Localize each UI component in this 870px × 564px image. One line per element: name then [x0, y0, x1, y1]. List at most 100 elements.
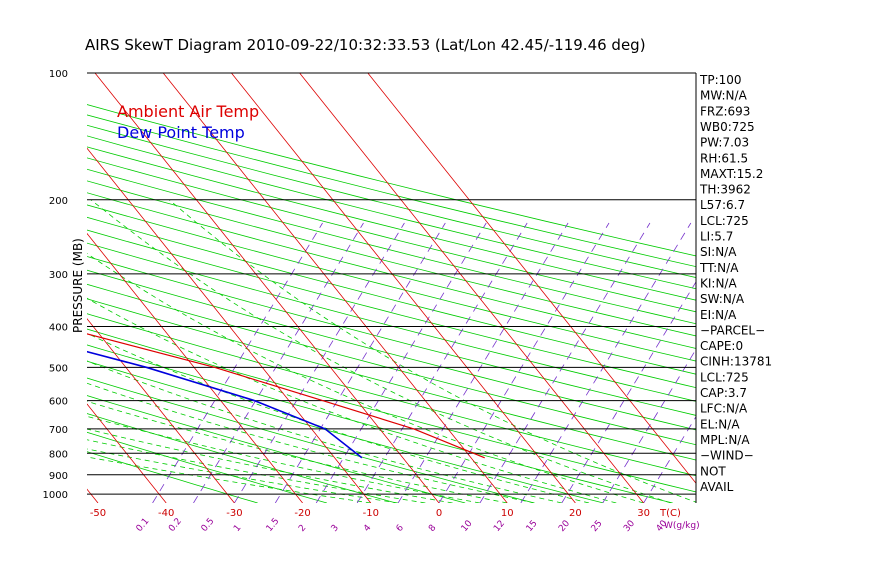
isotherm-line [367, 73, 696, 484]
mixing-ratio-line [520, 222, 692, 503]
pressure-tick-label: 800 [49, 449, 68, 460]
info-panel-item: MW:N/A [700, 89, 748, 103]
mixing-unit-label: W(g/kg) [664, 521, 700, 531]
mixing-ratio-tick-label: 3 [330, 523, 341, 534]
profile-temp-line [87, 333, 485, 459]
info-panel-item: PW:7.03 [700, 136, 749, 150]
info-panel-item: CINH:13781 [700, 355, 772, 369]
info-panel-item: WB0:725 [700, 120, 755, 134]
bottom-temp-tick-label: -40 [158, 508, 174, 519]
dry-adiabat-line [87, 431, 328, 503]
dry-adiabat-line [87, 256, 696, 416]
dry-adiabat-line [87, 204, 696, 362]
isotherm-line [87, 232, 303, 503]
info-panel-item: −PARCEL− [700, 323, 765, 337]
mixing-ratio-line [397, 222, 569, 503]
info-panel-item: L57:6.7 [700, 198, 745, 212]
chart-title: AIRS SkewT Diagram 2010-09-22/10:32:33.5… [85, 36, 646, 54]
info-panel-item: LCL:725 [700, 214, 749, 228]
pressure-tick-label: 300 [49, 270, 68, 281]
dry-adiabat-line [87, 298, 696, 461]
pressure-tick-label: 600 [49, 397, 68, 408]
mixing-ratio-tick-label: 10 [460, 519, 475, 534]
bottom-temp-tick-label: -20 [294, 508, 310, 519]
info-panel-item: LI:5.7 [700, 230, 733, 244]
info-panel-item: EI:N/A [700, 308, 737, 322]
info-panel-item: LCL:725 [700, 370, 749, 384]
dry-adiabat-line [87, 242, 696, 402]
bottom-temp-tick-label: 10 [501, 508, 514, 519]
dry-adiabat-line [87, 269, 696, 431]
mixing-ratio-tick-label: 2 [297, 523, 308, 534]
dry-adiabat-line [87, 104, 696, 257]
info-panel-item: RH:61.5 [700, 151, 748, 165]
mixing-ratio-tick-label: 12 [492, 519, 507, 534]
mixing-ratio-tick-label: 8 [427, 523, 439, 534]
dry-adiabat-line [87, 377, 535, 503]
moist-adiabat-line [168, 199, 696, 503]
mixing-ratio-tick-label: 6 [395, 523, 407, 534]
mixing-ratio-line [438, 222, 610, 503]
temp-unit-label: T(C) [659, 508, 681, 519]
info-panel-item: TH:3962 [699, 183, 751, 197]
pressure-tick-label: 700 [49, 425, 68, 436]
mixing-ratio-line [193, 222, 364, 503]
bottom-temp-tick-label: 0 [436, 508, 442, 519]
dry-adiabat-line [87, 180, 696, 337]
y-axis-label: PRESSURE (MB) [71, 238, 85, 333]
dry-adiabat-line [87, 395, 466, 503]
isotherm-line [87, 147, 372, 503]
mixing-ratio-line [479, 222, 651, 503]
dry-adiabat-line [87, 344, 673, 503]
info-panel-item: SI:N/A [700, 245, 737, 259]
pressure-tick-label: 400 [49, 323, 68, 334]
dry-adiabat-line [87, 360, 604, 503]
dry-adiabat-line [87, 216, 696, 375]
info-panel-item: SW:N/A [700, 292, 745, 306]
isotherm-line [162, 73, 508, 503]
isotherm-line [299, 73, 644, 503]
dry-adiabat-line [87, 146, 696, 301]
info-panel-item: NOT [700, 464, 726, 478]
bottom-temp-tick-label: 30 [637, 508, 650, 519]
mixing-ratio-tick-label: 0.1 [135, 517, 152, 534]
bottom-temp-tick-label: -10 [363, 508, 379, 519]
mixing-ratio-tick-label: 4 [362, 523, 374, 534]
mixing-ratio-tick-label: 15 [525, 519, 540, 534]
moist-adiabat-line [87, 297, 617, 503]
moist-adiabat-line [90, 199, 672, 503]
moist-adiabat-line [87, 415, 480, 503]
dry-adiabat-line [87, 168, 696, 325]
moist-adiabat-line [87, 400, 508, 503]
isobar-lines: 100 200 300 400 500 600 700 800 900 1000 [43, 69, 697, 503]
info-panel-item: −WIND− [700, 449, 754, 463]
dry-adiabat-line [87, 451, 258, 503]
info-panel-item: CAPE:0 [700, 339, 743, 353]
bottom-temp-tick-label: -30 [226, 508, 242, 519]
dry-adiabat-line [87, 192, 696, 349]
info-panel-item: MAXT:15.2 [700, 167, 763, 181]
info-panel-item: KI:N/A [700, 276, 737, 290]
dry-adiabat-line [87, 328, 696, 493]
mixing-ratio-line [274, 222, 446, 503]
info-panel-item: FRZ:693 [700, 104, 750, 118]
mixing-ratio-tick-label: 25 [590, 519, 605, 534]
bottom-temp-tick-label: 20 [569, 508, 582, 519]
legend: Ambient Air Temp Dew Point Temp [117, 102, 259, 142]
mixing-ratio-tick-label: 0.2 [167, 517, 184, 534]
mixing-ratio-line [152, 222, 323, 503]
info-panel-item: AVAIL [700, 480, 734, 494]
profile-dewpoint-line [87, 350, 363, 459]
isotherm-line [87, 403, 167, 503]
mixing-ratio-line [356, 222, 528, 503]
dry-adiabat-line [87, 229, 696, 389]
mixing-ratio-tick-label: 0.5 [200, 517, 217, 534]
info-panel-item: LFC:N/A [700, 402, 748, 416]
legend-entry: Dew Point Temp [117, 123, 245, 142]
isotherm-line [231, 73, 576, 503]
mixing-ratio-line [234, 222, 405, 503]
moist-adiabat-line [87, 428, 453, 503]
mixing-ratio-line [315, 222, 487, 503]
